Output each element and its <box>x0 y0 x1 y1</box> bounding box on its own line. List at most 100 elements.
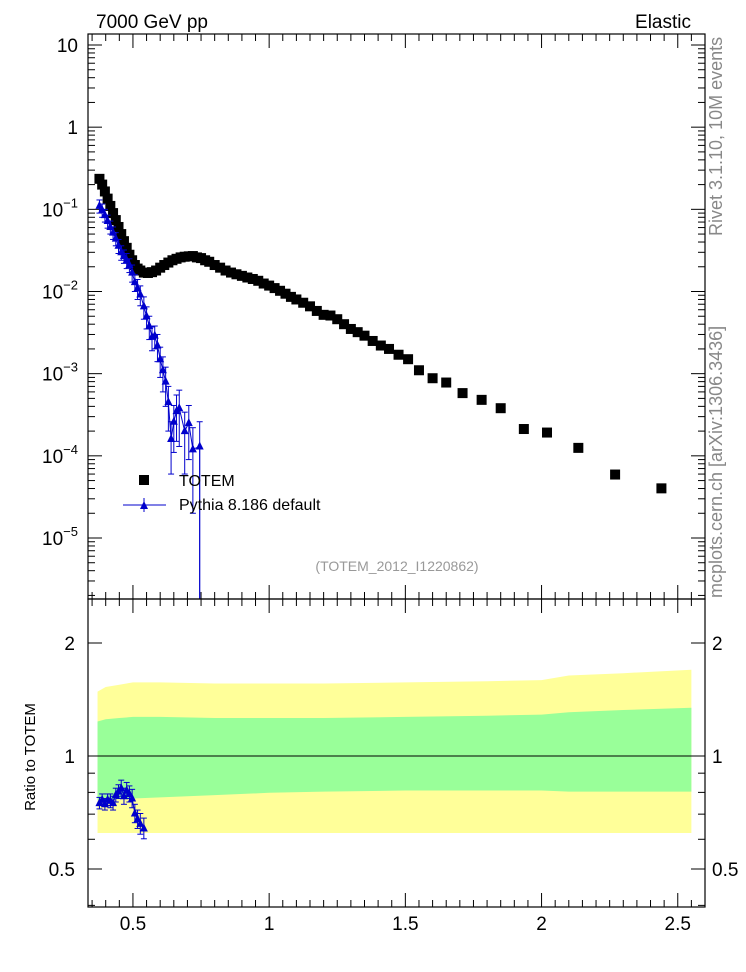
totem-data-point <box>325 310 336 321</box>
ratio-mc-point <box>130 808 139 817</box>
ratio-mc-point <box>125 788 134 797</box>
totem-data-point <box>99 186 110 197</box>
mc-data-point <box>133 283 142 292</box>
totem-data-point <box>236 270 247 281</box>
totem-data-point <box>118 236 129 247</box>
totem-data-point <box>204 256 215 267</box>
totem-data-point <box>305 301 316 312</box>
totem-data-point <box>269 283 280 294</box>
totem-data-point <box>518 424 529 435</box>
main-y-tick-label: 10−4 <box>42 442 78 468</box>
totem-data-point <box>298 297 309 308</box>
ratio-panel: 0.5 0.5 1 1 2 2 0.5 1 1.5 2 2.5 Ratio to TOTEM <box>22 598 739 935</box>
main-frame <box>87 33 706 600</box>
rivet-version-label: Rivet 3.1.10, 10M events <box>706 37 726 236</box>
mc-data-point <box>158 365 167 374</box>
totem-data-point <box>339 319 350 330</box>
ratio-y-tick-label-left: 1 <box>64 747 75 768</box>
totem-data-point <box>495 403 506 414</box>
main-y-tick-label: 10−3 <box>42 360 78 386</box>
main-panel: 10 1 10−1 10−2 10−3 10−4 10−5 (TOTEM_2012_I122… <box>42 33 743 600</box>
ratio-axis-ticks <box>88 599 706 907</box>
mc-data-point <box>164 397 173 406</box>
totem-data-point <box>427 373 438 384</box>
ratio-y-tick-label-left: 2 <box>64 634 75 655</box>
mc-data-point <box>136 289 145 298</box>
ratio-mc-point <box>133 814 142 823</box>
mc-data-point <box>167 434 176 443</box>
x-tick-label: 1.5 <box>392 914 418 935</box>
main-y-tick-label: 10−2 <box>42 278 78 304</box>
ratio-mc-point <box>117 783 126 792</box>
totem-data-point <box>264 280 275 291</box>
totem-data-point <box>121 242 132 253</box>
totem-data-point <box>209 260 220 271</box>
ratio-y-tick-label-right: 2 <box>712 634 723 655</box>
ratio-y-axis-label: Ratio to TOTEM <box>22 703 39 811</box>
x-tick-label: 0.5 <box>120 914 146 935</box>
analysis-label: (TOTEM_2012_I1220862) <box>315 558 478 574</box>
mc-data-point <box>153 340 162 349</box>
totem-data-point <box>573 442 584 453</box>
mc-data-point <box>130 277 139 286</box>
ratio-y-tick-label-right: 0.5 <box>712 860 738 881</box>
totem-data-point <box>275 285 286 296</box>
ratio-mc-point <box>139 823 148 832</box>
totem-data-point <box>231 269 242 280</box>
totem-data-point <box>656 483 667 494</box>
totem-data-point <box>258 278 269 289</box>
totem-data-point <box>542 427 553 438</box>
mc-data-point <box>188 444 197 453</box>
mc-data-point <box>161 376 170 385</box>
mcplots-label: mcplots.cern.ch [arXiv:1306.3436] <box>706 326 726 598</box>
legend-mc-label: Pythia 8.186 default <box>179 497 321 514</box>
legend: TOTEM Pythia 8.186 default <box>123 473 321 514</box>
inner-uncertainty-band <box>97 707 692 800</box>
mc-data-point <box>195 441 204 450</box>
x-tick-labels: 0.5 1 1.5 2 2.5 <box>120 914 691 935</box>
totem-data-point <box>215 262 226 273</box>
totem-data-point <box>116 229 127 240</box>
totem-data-point <box>220 265 231 276</box>
main-y-tick-labels: 10 1 10−1 10−2 10−3 10−4 10−5 <box>42 36 78 550</box>
totem-data-point <box>102 193 113 204</box>
ratio-y-tick-labels: 0.5 0.5 1 1 2 2 <box>49 634 739 881</box>
totem-data-point <box>97 179 108 190</box>
main-axis-ticks <box>88 34 706 599</box>
totem-data-point <box>393 349 404 360</box>
ratio-mc-point <box>128 793 137 802</box>
totem-data-point <box>311 305 322 316</box>
plot-title-left: 7000 GeV pp <box>96 12 208 33</box>
ratio-frame <box>87 598 706 908</box>
totem-data-point <box>352 327 363 338</box>
totem-data-point <box>124 249 135 260</box>
mc-data-point <box>109 227 118 236</box>
main-y-tick-label: 10−5 <box>42 524 78 550</box>
x-tick-label: 2.5 <box>665 914 691 935</box>
mc-data-point <box>169 416 178 425</box>
ratio-data-points <box>95 779 148 840</box>
plot-title-right: Elastic <box>635 12 691 33</box>
x-tick-label: 2 <box>536 914 547 935</box>
ratio-mc-point <box>136 818 145 827</box>
totem-data-point <box>375 340 386 351</box>
totem-data-point <box>457 388 468 399</box>
totem-data-point <box>384 343 395 354</box>
mc-data-point <box>175 403 184 412</box>
totem-data-point <box>413 365 424 376</box>
totem-data-point <box>242 272 253 283</box>
totem-data-point <box>226 267 237 278</box>
totem-data-point <box>733 503 743 513</box>
totem-data-point <box>94 173 105 184</box>
mc-data-point <box>184 418 193 427</box>
totem-data-point <box>610 469 621 480</box>
mc-data-point <box>106 221 115 230</box>
ratio-uncertainty-bands <box>97 669 692 834</box>
totem-data-point <box>280 288 291 299</box>
ratio-y-tick-label-left: 0.5 <box>49 860 75 881</box>
totem-data-point <box>291 294 302 305</box>
totem-data-point <box>332 314 343 325</box>
totem-data-point <box>110 215 121 226</box>
mc-data-point <box>156 354 165 363</box>
